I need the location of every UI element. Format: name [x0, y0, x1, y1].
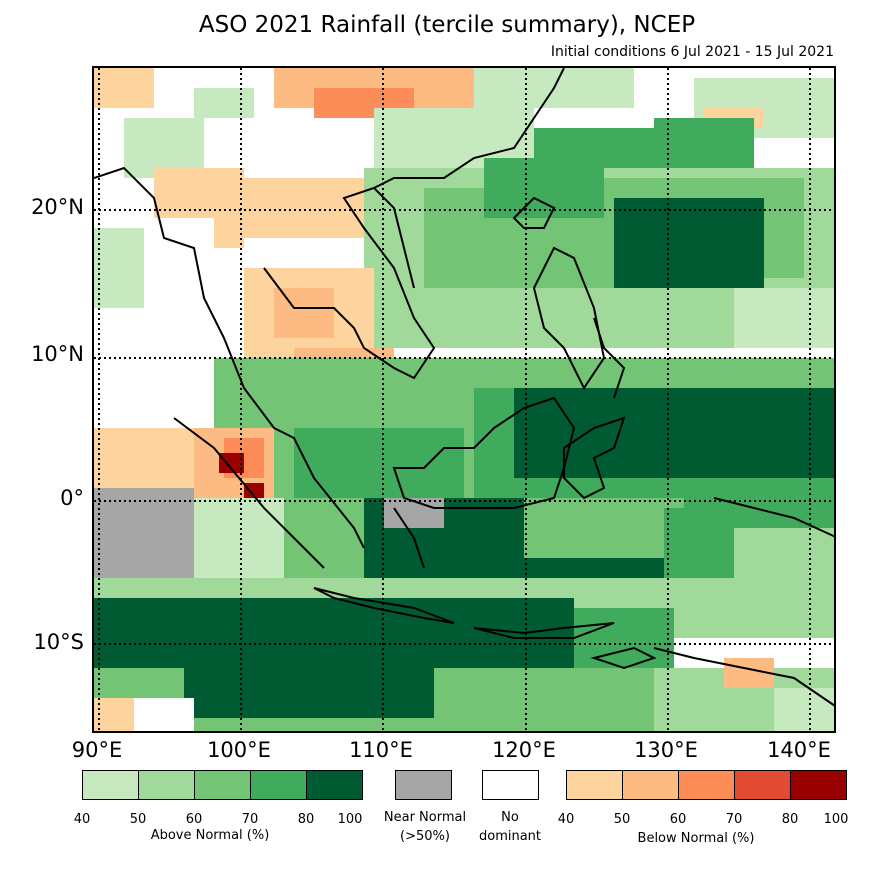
- below-tick: 40: [557, 812, 575, 827]
- lon-label-140e: 140°E: [767, 738, 831, 762]
- below-swatch-80-100: [790, 770, 847, 800]
- lat-label-10s: 10°S: [33, 630, 84, 654]
- above-tick: 100: [337, 812, 363, 827]
- above-swatch-60-70: [194, 770, 251, 800]
- map-canvas: [94, 68, 834, 731]
- above-swatch-50-60: [138, 770, 195, 800]
- lat-label-0: 0°: [60, 486, 84, 510]
- below-swatch-40-50: [566, 770, 623, 800]
- lon-label-100e: 100°E: [207, 738, 271, 762]
- above-swatch-40-50: [82, 770, 139, 800]
- lat-label-10n: 10°N: [31, 342, 84, 366]
- above-swatch-80-100: [306, 770, 363, 800]
- below-swatch-60-70: [678, 770, 735, 800]
- below-swatch-50-60: [622, 770, 679, 800]
- lon-label-110e: 110°E: [349, 738, 413, 762]
- lon-label-120e: 120°E: [492, 738, 556, 762]
- tercile-cells: [94, 68, 834, 731]
- above-swatch-70-80: [250, 770, 307, 800]
- map-title: ASO 2021 Rainfall (tercile summary), NCE…: [198, 12, 696, 38]
- below-tick: 50: [613, 812, 631, 827]
- above-tick: 80: [297, 812, 315, 827]
- above-tick: 50: [129, 812, 147, 827]
- no-dominant-label-1: No: [501, 810, 519, 825]
- above-tick: 40: [73, 812, 91, 827]
- above-tick: 70: [241, 812, 259, 827]
- below-swatch-70-80: [734, 770, 791, 800]
- below-tick: 60: [669, 812, 687, 827]
- below-tick: 80: [781, 812, 799, 827]
- no-dominant-label-2: dominant: [478, 829, 542, 844]
- near-normal-label-1: Near Normal: [383, 810, 467, 825]
- no-dominant-swatch: [482, 770, 539, 800]
- initial-conditions-subtitle: Initial conditions 6 Jul 2021 - 15 Jul 2…: [550, 44, 834, 60]
- near-normal-label-2: (>50%): [400, 829, 450, 844]
- below-tick: 100: [823, 812, 849, 827]
- tercile-map: [92, 66, 836, 733]
- below-normal-label: Below Normal (%): [637, 831, 755, 846]
- lon-label-130e: 130°E: [634, 738, 698, 762]
- below-tick: 70: [725, 812, 743, 827]
- above-normal-label: Above Normal (%): [150, 828, 270, 843]
- graticule: [94, 68, 834, 731]
- above-tick: 60: [185, 812, 203, 827]
- lon-label-90e: 90°E: [71, 738, 123, 762]
- near-normal-swatch: [395, 770, 452, 800]
- lat-label-20n: 20°N: [31, 195, 84, 219]
